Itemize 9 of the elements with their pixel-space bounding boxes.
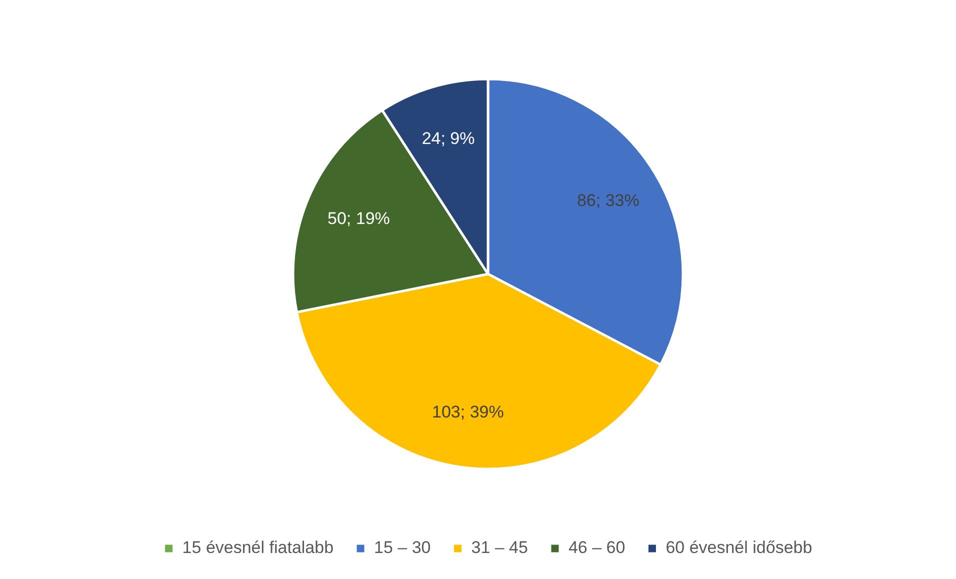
legend-label: 60 évesnél idősebb: [666, 538, 812, 558]
data-label: 86; 33%: [576, 191, 640, 210]
data-label: 50; 19%: [327, 208, 390, 228]
data-label: 24; 9%: [422, 129, 475, 148]
legend-label: 15 évesnél fiatalabb: [182, 538, 334, 558]
legend-label: 46 – 60: [568, 538, 626, 558]
legend-label: 31 – 45: [471, 538, 528, 558]
legend-label: 15 – 30: [374, 538, 431, 558]
data-label: 103; 39%: [432, 402, 504, 422]
